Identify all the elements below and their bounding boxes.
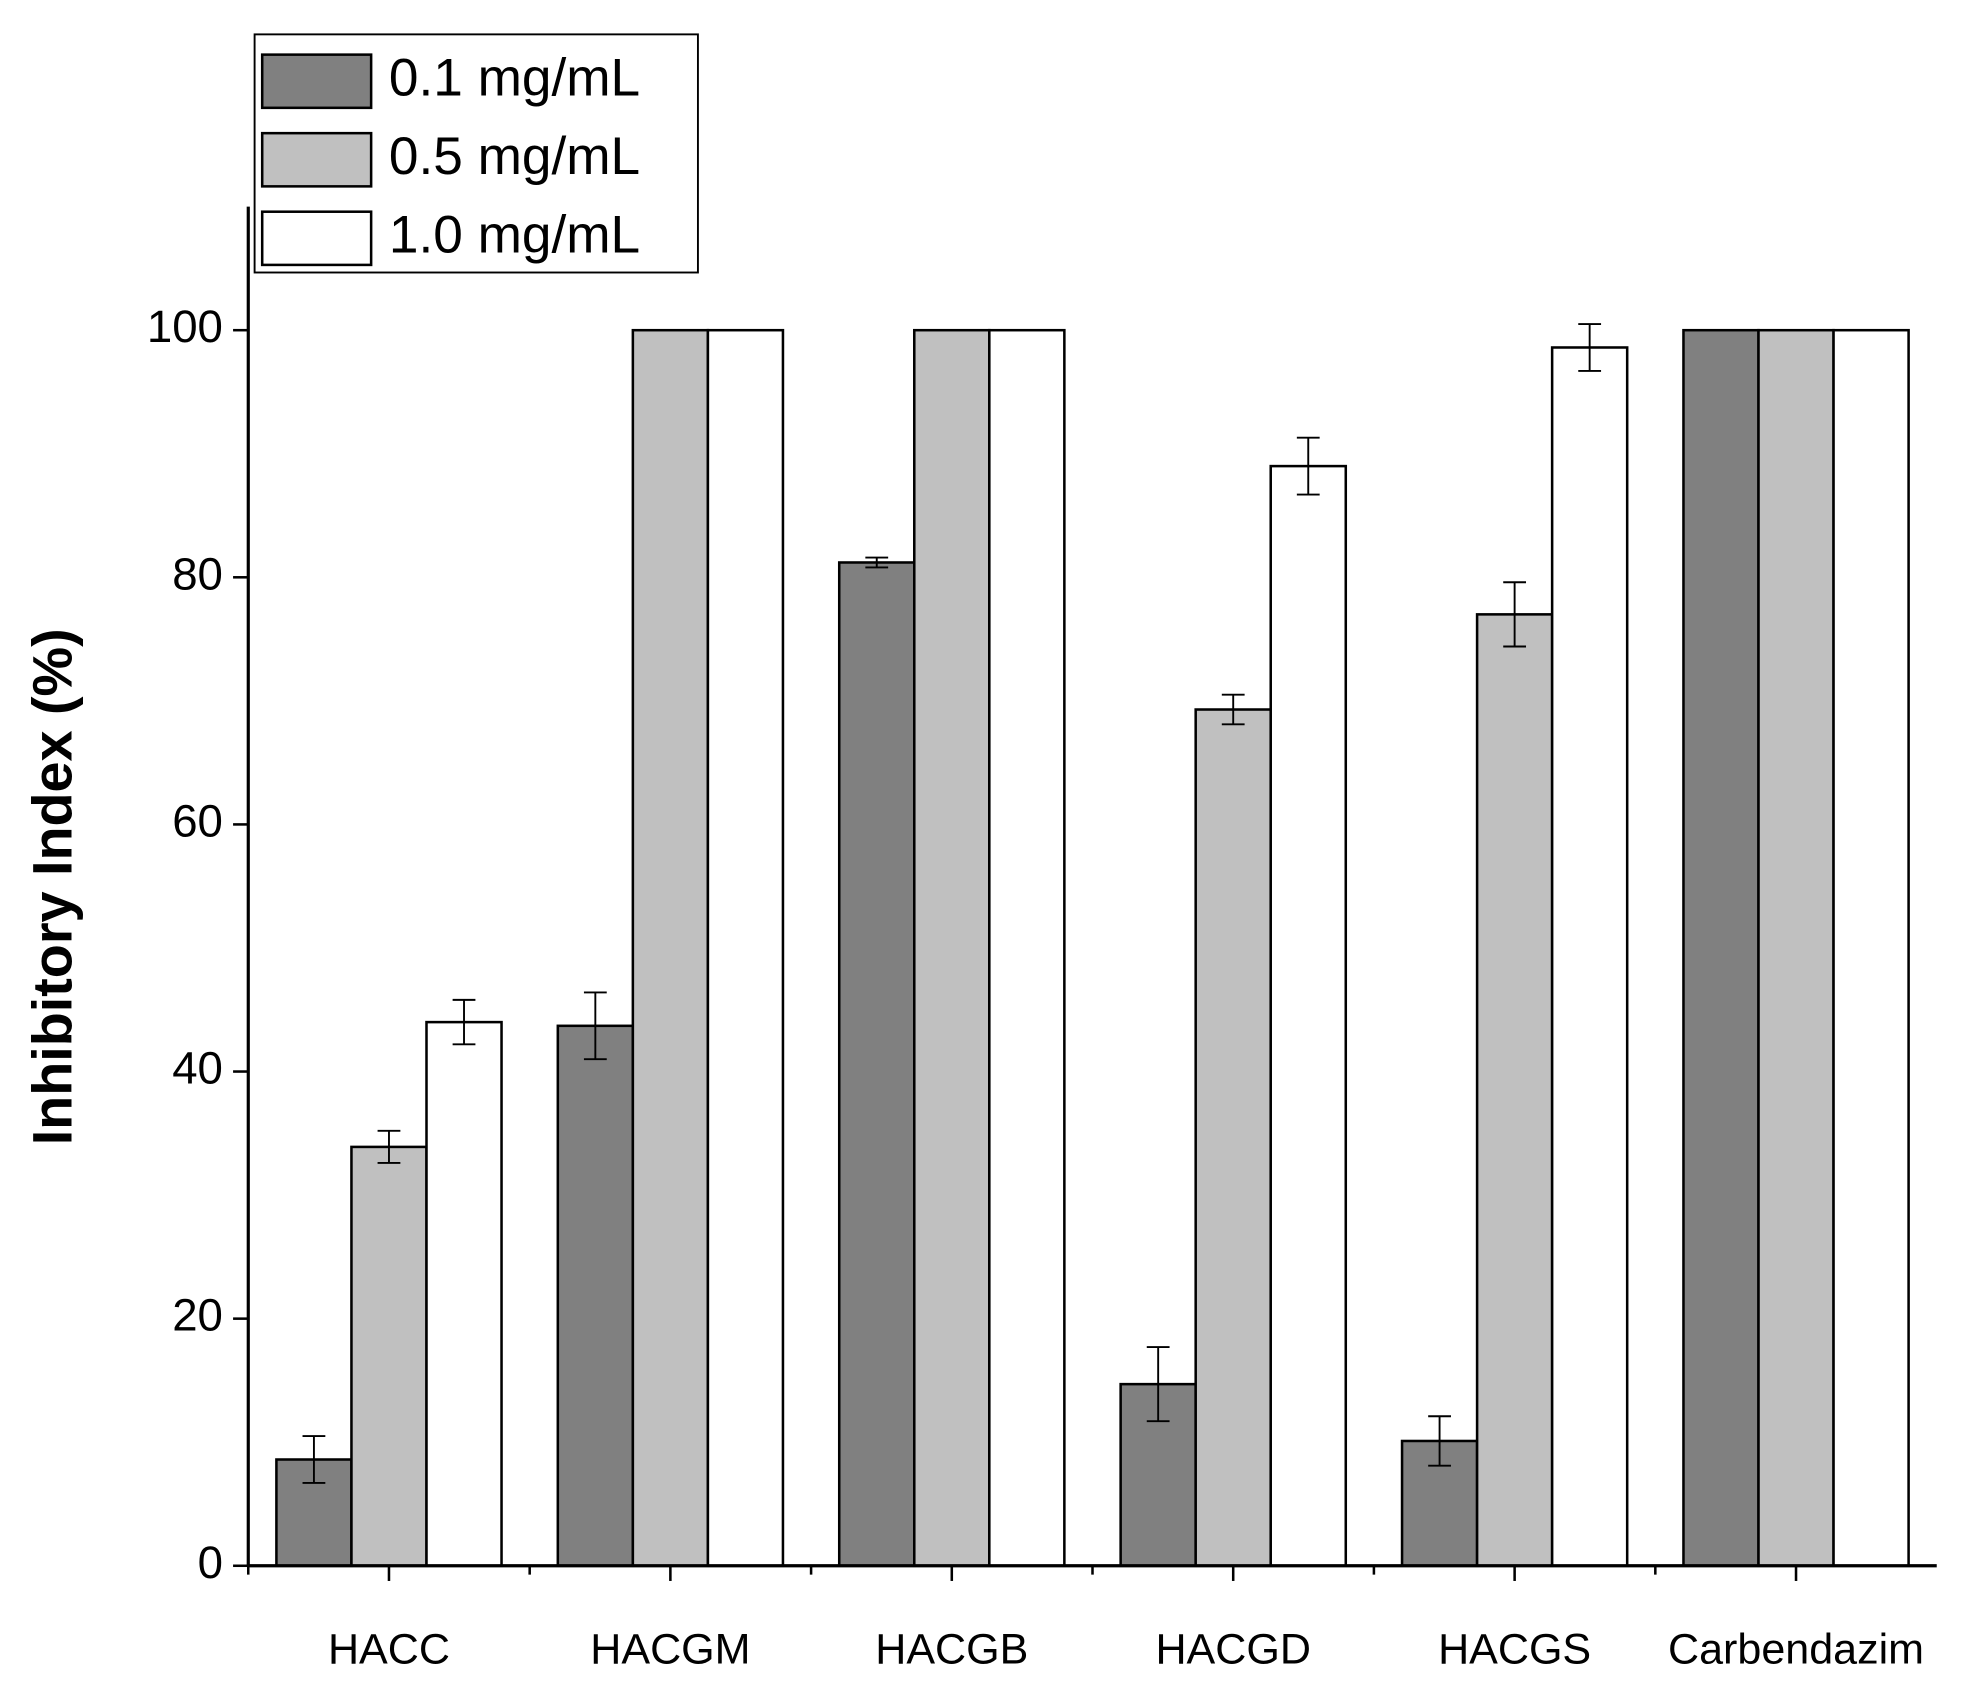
legend-label: 0.5 mg/mL xyxy=(389,127,640,186)
error-bar xyxy=(302,1435,326,1484)
y-tick-label: 100 xyxy=(147,301,223,352)
bar xyxy=(1475,613,1554,1568)
error-bar xyxy=(1578,323,1602,372)
bar xyxy=(1269,464,1348,1568)
bar xyxy=(1682,328,1760,1568)
bar xyxy=(988,328,1066,1568)
bar xyxy=(913,328,991,1568)
bar xyxy=(1194,708,1272,1568)
x-tick-label: HACC xyxy=(328,1625,450,1673)
legend-swatch xyxy=(260,53,373,110)
error-bar xyxy=(1428,1415,1451,1467)
x-tick-label: HACGS xyxy=(1438,1625,1591,1673)
error-bar xyxy=(452,998,476,1046)
bar xyxy=(631,328,710,1568)
error-bar xyxy=(1221,693,1245,726)
error-bar xyxy=(1296,436,1320,496)
y-tick-label: 20 xyxy=(172,1290,223,1341)
bar xyxy=(350,1145,428,1568)
bar xyxy=(837,561,916,1568)
y-tick-label: 80 xyxy=(172,548,223,599)
x-tick-label: HACGD xyxy=(1155,1625,1310,1673)
error-bar xyxy=(1503,581,1527,648)
error-bar xyxy=(377,1129,401,1164)
error-bar xyxy=(1146,1346,1170,1423)
bar xyxy=(706,328,785,1568)
y-tick-label: 60 xyxy=(172,795,223,846)
legend-label: 0.1 mg/mL xyxy=(389,48,640,107)
bar xyxy=(1550,346,1629,1568)
bar xyxy=(1832,328,1910,1568)
y-tick-label: 0 xyxy=(198,1537,223,1588)
legend-swatch xyxy=(260,131,373,188)
legend-label: 1.0 mg/mL xyxy=(389,205,640,264)
x-tick-label: Carbendazim xyxy=(1668,1625,1924,1673)
bar xyxy=(1757,328,1835,1568)
y-tick-label: 40 xyxy=(172,1043,223,1094)
error-bar xyxy=(865,556,889,569)
bar xyxy=(425,1020,503,1568)
error-bar xyxy=(583,991,607,1061)
x-tick-label: HACGM xyxy=(590,1625,750,1673)
legend-swatch xyxy=(260,210,373,267)
bar xyxy=(556,1024,635,1568)
y-axis-label: Inhibitory Index (%) xyxy=(22,628,84,1145)
x-tick-label: HACGB xyxy=(875,1625,1028,1673)
